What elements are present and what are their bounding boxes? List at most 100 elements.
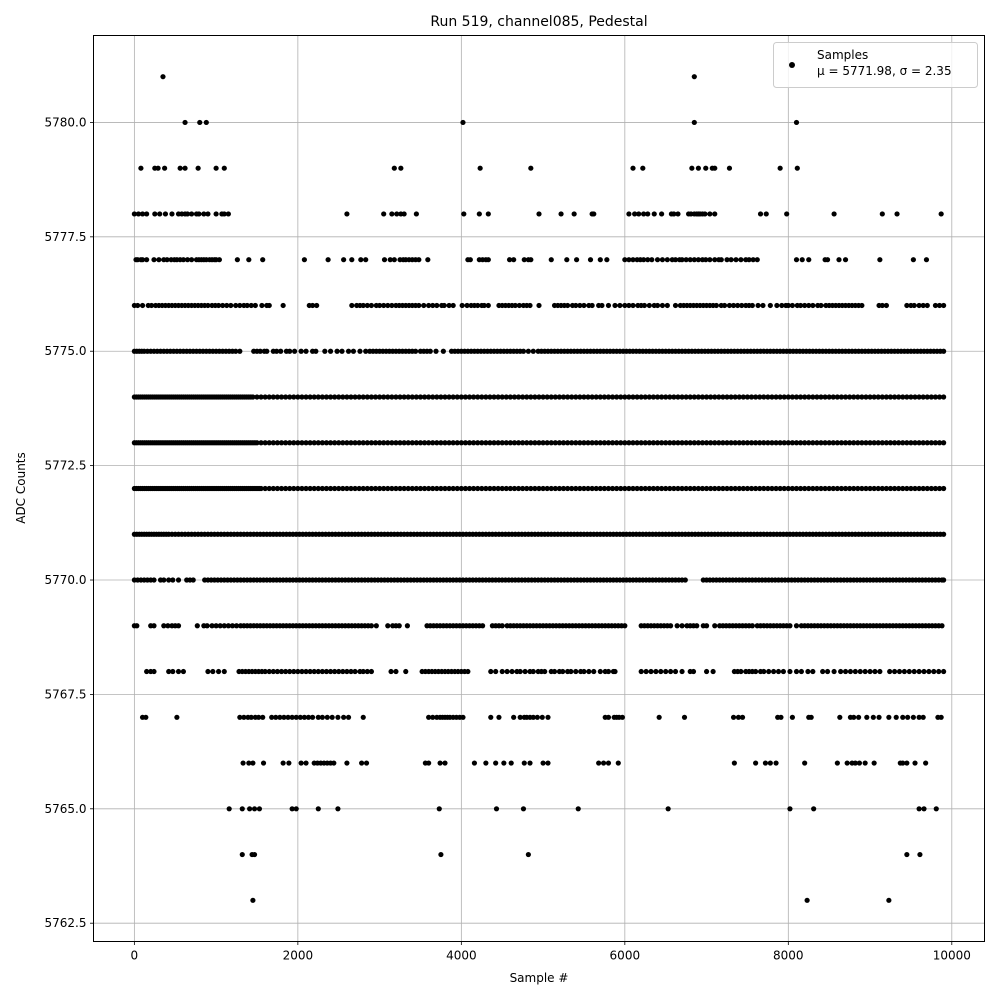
data-point xyxy=(667,440,673,446)
data-point xyxy=(385,302,391,309)
data-point xyxy=(358,257,364,263)
data-point xyxy=(785,302,791,309)
data-point xyxy=(761,440,767,446)
data-point xyxy=(299,440,305,446)
data-point xyxy=(784,211,790,217)
data-point xyxy=(916,440,922,446)
data-point xyxy=(814,440,820,446)
data-point xyxy=(315,440,321,446)
data-point xyxy=(319,394,325,400)
data-point xyxy=(393,668,399,675)
data-point xyxy=(536,394,542,400)
data-point xyxy=(299,394,305,400)
data-point xyxy=(225,623,231,629)
data-point xyxy=(381,440,387,446)
data-point xyxy=(656,714,662,720)
data-point xyxy=(527,302,533,309)
data-point xyxy=(654,440,661,446)
data-point xyxy=(901,668,907,675)
data-point xyxy=(524,440,530,446)
data-point xyxy=(691,440,697,446)
data-point xyxy=(699,440,706,446)
data-point xyxy=(694,623,700,629)
data-point xyxy=(467,257,473,263)
data-point xyxy=(834,440,840,446)
data-point xyxy=(426,394,432,400)
data-point xyxy=(319,485,325,492)
data-point xyxy=(260,257,266,263)
data-point xyxy=(327,394,334,400)
data-point xyxy=(221,668,227,675)
data-point xyxy=(475,394,481,400)
data-point xyxy=(822,440,828,446)
data-point xyxy=(532,440,538,446)
data-point xyxy=(757,485,763,492)
data-point xyxy=(291,440,297,446)
data-point xyxy=(413,485,419,492)
data-point xyxy=(663,485,669,492)
data-point xyxy=(426,440,432,446)
data-point xyxy=(836,257,842,263)
data-point xyxy=(344,668,350,675)
data-point xyxy=(645,257,651,263)
data-point xyxy=(564,257,570,263)
data-point xyxy=(344,394,350,400)
data-point xyxy=(777,440,783,446)
data-point xyxy=(350,348,357,354)
data-point xyxy=(834,394,840,400)
data-point xyxy=(735,714,742,720)
data-point xyxy=(900,760,906,766)
data-point xyxy=(530,668,536,675)
data-point xyxy=(303,668,309,675)
data-point xyxy=(589,302,595,309)
data-point xyxy=(667,485,673,492)
data-point xyxy=(487,485,493,492)
data-point xyxy=(483,440,489,446)
data-point xyxy=(266,302,272,309)
data-point xyxy=(589,394,595,400)
data-point xyxy=(893,714,899,720)
data-point xyxy=(139,211,146,217)
data-point xyxy=(908,394,914,400)
data-point xyxy=(785,440,791,446)
data-point xyxy=(311,485,317,492)
data-point xyxy=(699,394,706,400)
data-point xyxy=(471,485,477,492)
data-point xyxy=(532,485,538,492)
data-point xyxy=(750,257,756,263)
y-axis-ticks: 5762.5 5765.0 5767.5 5770.0 5772.5 5775.0 5777… xyxy=(45,115,94,930)
data-point xyxy=(521,257,527,263)
data-point xyxy=(806,440,812,446)
data-point xyxy=(932,440,939,446)
data-point xyxy=(438,851,444,858)
data-point xyxy=(412,348,419,354)
data-point xyxy=(856,760,863,766)
data-point xyxy=(834,760,840,766)
data-point xyxy=(659,394,665,400)
data-point xyxy=(364,668,370,675)
data-point xyxy=(731,760,737,766)
data-point xyxy=(707,211,713,217)
data-point xyxy=(278,485,285,492)
data-point xyxy=(793,257,800,263)
data-point xyxy=(450,440,456,446)
data-point xyxy=(936,668,942,675)
data-point xyxy=(634,440,640,446)
data-point xyxy=(614,485,620,492)
data-point xyxy=(454,394,460,400)
data-point xyxy=(591,668,597,675)
data-point xyxy=(632,211,638,217)
data-point xyxy=(589,440,595,446)
data-point xyxy=(175,668,182,675)
data-point xyxy=(274,348,280,354)
data-point xyxy=(894,211,900,217)
data-point xyxy=(793,668,800,675)
data-point xyxy=(753,394,759,400)
data-point xyxy=(900,485,906,492)
data-point xyxy=(614,394,620,400)
data-point xyxy=(577,440,583,446)
data-point xyxy=(926,668,932,675)
x-tick-label: 4000 xyxy=(446,949,477,963)
data-point xyxy=(569,394,575,400)
data-point xyxy=(763,211,769,217)
